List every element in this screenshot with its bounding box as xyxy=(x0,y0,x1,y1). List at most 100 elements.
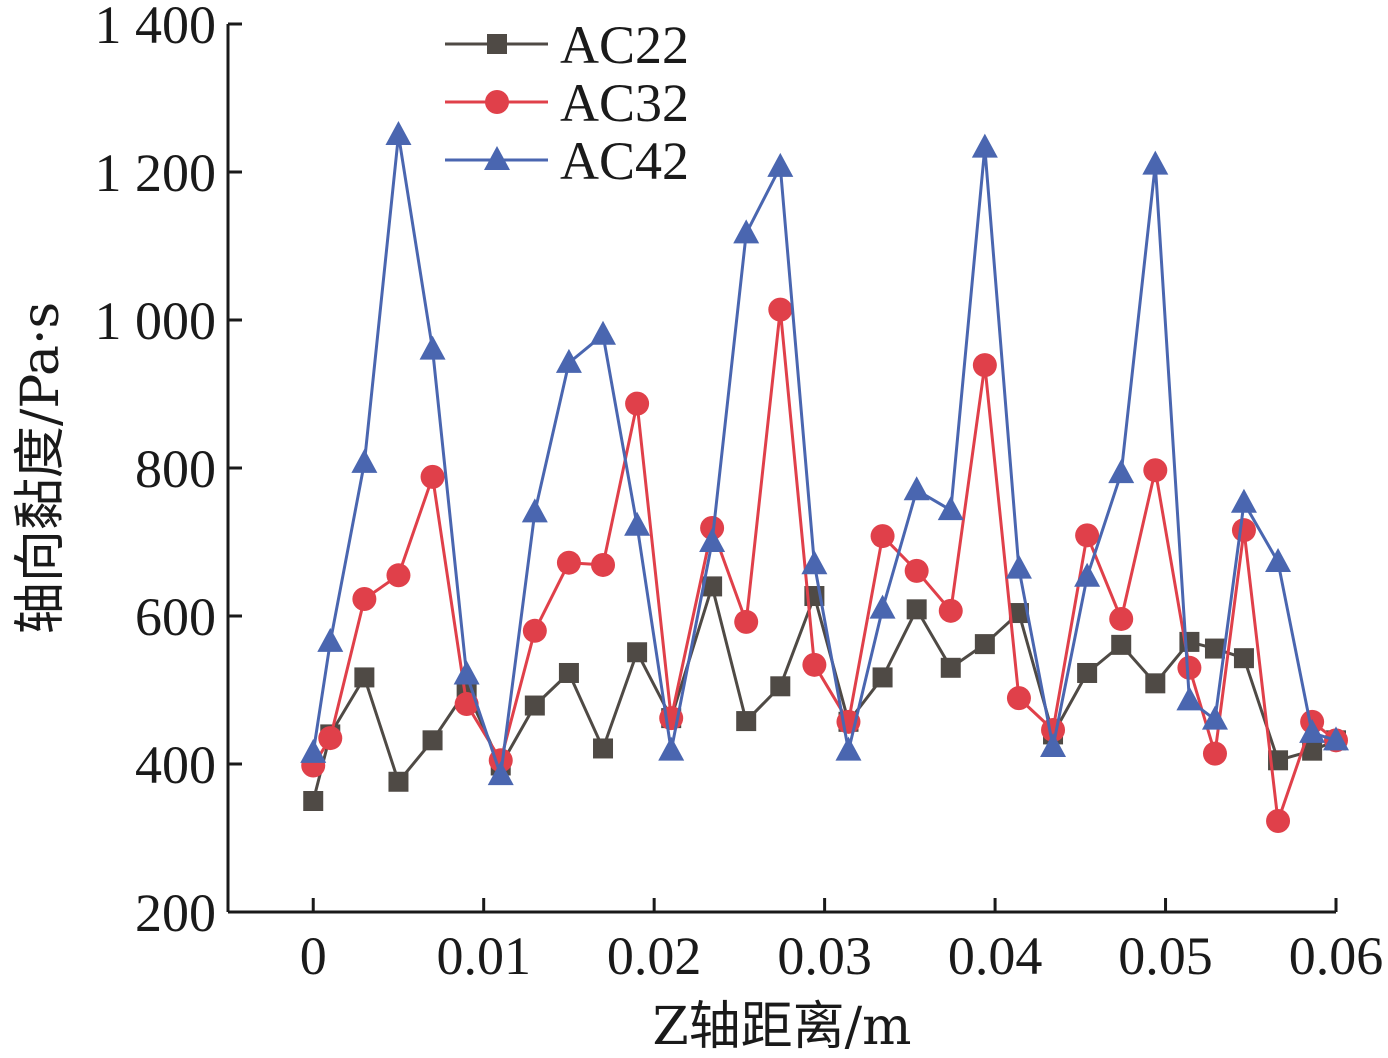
x-tick-label: 0.04 xyxy=(948,926,1043,986)
data-point-ac32 xyxy=(768,297,793,322)
series-line-ac32 xyxy=(311,308,1337,823)
x-tick-label: 0.06 xyxy=(1289,926,1384,986)
data-point-ac32 xyxy=(556,550,581,575)
data-point-ac42 xyxy=(903,476,930,501)
data-point-ac22 xyxy=(974,634,995,655)
data-point-ac32 xyxy=(625,391,650,416)
data-point-ac42 xyxy=(937,496,964,521)
data-point-ac22 xyxy=(388,771,409,792)
data-point-ac42 xyxy=(1040,732,1067,757)
data-point-ac42 xyxy=(801,550,828,575)
data-point-ac32 xyxy=(1109,606,1134,631)
data-point-ac22 xyxy=(593,738,614,759)
data-point-ac32 xyxy=(591,552,616,577)
data-point-ac32 xyxy=(1006,686,1031,711)
legend-label-ac32: AC32 xyxy=(560,73,689,133)
data-point-ac32 xyxy=(352,586,377,611)
data-point-ac32 xyxy=(1143,458,1168,483)
data-point-ac42 xyxy=(733,219,760,244)
data-point-ac42 xyxy=(971,133,998,158)
data-point-ac32 xyxy=(1266,808,1291,833)
data-point-ac42 xyxy=(1323,726,1349,751)
data-point-ac42 xyxy=(1299,718,1326,743)
data-point-ac42 xyxy=(453,660,480,685)
legend-marker-ac32 xyxy=(485,90,509,114)
data-point-ac22 xyxy=(1268,750,1289,771)
data-point-ac22 xyxy=(558,662,579,683)
data-point-ac32 xyxy=(802,652,827,677)
data-point-ac22 xyxy=(303,791,324,811)
y-tick-label: 1 000 xyxy=(95,291,217,351)
data-point-ac32 xyxy=(972,353,997,378)
data-point-ac22 xyxy=(1145,673,1166,694)
x-tick-label: 0 xyxy=(300,926,327,986)
x-tick-label: 0.02 xyxy=(607,926,702,986)
data-point-ac22 xyxy=(1077,662,1098,683)
legend-item-ac42: AC42 xyxy=(445,131,689,191)
data-point-ac22 xyxy=(940,657,961,678)
data-point-ac22 xyxy=(1302,740,1323,761)
legend-marker-ac22 xyxy=(487,34,507,54)
data-point-ac42 xyxy=(351,448,378,473)
data-point-ac32 xyxy=(1177,655,1202,680)
data-point-ac22 xyxy=(736,711,757,732)
data-point-ac22 xyxy=(1233,648,1254,669)
data-point-ac32 xyxy=(522,618,547,643)
x-axis-ticks: 0 0.01 0.02 0.03 0.04 0.05 0.06 xyxy=(300,898,1384,986)
data-point-ac42 xyxy=(1201,705,1228,730)
series-ac32 xyxy=(301,297,1348,833)
data-point-ac42 xyxy=(521,498,548,523)
data-point-ac32 xyxy=(938,598,963,623)
data-point-ac42 xyxy=(1230,488,1257,513)
data-point-ac22 xyxy=(627,642,648,663)
legend-label-ac42: AC42 xyxy=(560,131,689,191)
data-point-ac42 xyxy=(658,736,685,761)
data-point-ac32 xyxy=(386,563,411,588)
data-point-ac22 xyxy=(702,576,723,597)
data-point-ac42 xyxy=(1005,554,1032,579)
data-point-ac22 xyxy=(524,695,545,716)
x-axis-title: Z轴距离/m xyxy=(653,997,912,1057)
data-point-ac22 xyxy=(354,667,375,688)
data-point-ac32 xyxy=(1231,518,1256,543)
data-point-ac32 xyxy=(454,692,479,717)
data-point-ac42 xyxy=(767,152,794,177)
data-point-ac42 xyxy=(590,320,617,345)
legend-label-ac22: AC22 xyxy=(560,15,689,75)
data-point-ac22 xyxy=(1204,638,1225,659)
data-point-ac42 xyxy=(487,761,514,786)
y-tick-label: 600 xyxy=(135,587,216,647)
data-point-ac32 xyxy=(318,726,343,751)
x-tick-label: 0.05 xyxy=(1118,926,1213,986)
legend-item-ac32: AC32 xyxy=(445,73,689,133)
y-tick-label: 200 xyxy=(135,883,216,943)
y-axis-ticks: 200 400 600 800 1 000 1 200 1 400 xyxy=(95,0,242,943)
data-point-ac42 xyxy=(1142,150,1169,175)
data-point-ac32 xyxy=(904,558,929,583)
data-point-ac42 xyxy=(419,335,446,360)
data-point-ac42 xyxy=(699,528,726,552)
data-point-ac42 xyxy=(1176,686,1203,711)
series-layer xyxy=(300,121,1349,833)
data-point-ac42 xyxy=(1265,547,1292,572)
series-line-ac42 xyxy=(311,133,1337,777)
data-point-ac42 xyxy=(317,627,344,652)
data-point-ac32 xyxy=(700,515,725,540)
data-point-ac32 xyxy=(734,609,759,634)
plot-area: 200 400 600 800 1 000 1 200 1 400 0 0.01 0.02 0.0… xyxy=(95,0,1384,986)
data-point-ac22 xyxy=(906,599,927,620)
data-point-ac42 xyxy=(1108,459,1135,484)
data-point-ac42 xyxy=(869,594,896,619)
data-point-ac22 xyxy=(872,667,893,688)
y-tick-label: 1 200 xyxy=(95,143,217,203)
data-point-ac22 xyxy=(770,676,791,697)
data-point-ac32 xyxy=(870,524,895,549)
series-ac42 xyxy=(300,121,1349,786)
legend-item-ac22: AC22 xyxy=(445,15,689,75)
data-point-ac42 xyxy=(555,348,582,373)
y-axis-title: 轴向黏度/Pa·s xyxy=(11,302,71,634)
y-tick-label: 800 xyxy=(135,439,216,499)
data-point-ac32 xyxy=(1075,523,1100,548)
